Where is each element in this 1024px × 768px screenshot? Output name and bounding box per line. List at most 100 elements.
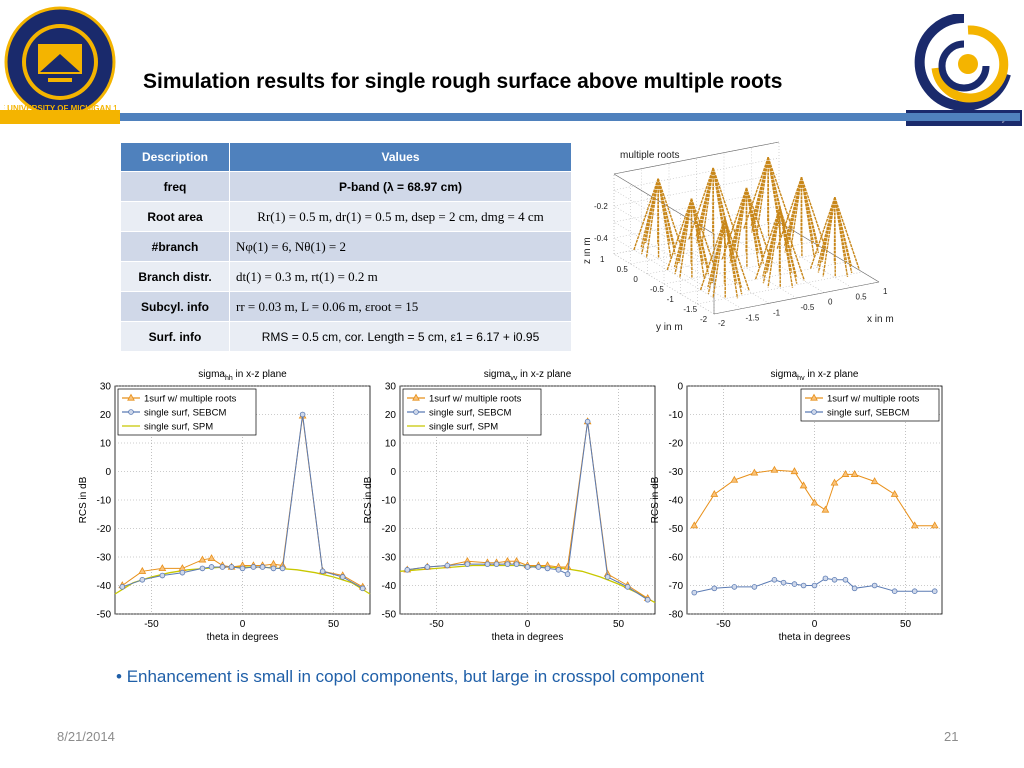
- data-point: [731, 584, 738, 590]
- data-point: [821, 505, 830, 513]
- legend-label: single surf, SPM: [429, 422, 498, 433]
- y-tick-label: -50: [382, 610, 397, 621]
- chart-title: sigmavv in x-z plane: [484, 369, 572, 382]
- data-point: [811, 582, 818, 589]
- x-tick-label: 0: [525, 619, 531, 630]
- data-point: [219, 564, 226, 570]
- data-point: [624, 584, 631, 590]
- data-point: [484, 561, 491, 567]
- x-tick-label: -50: [716, 619, 731, 630]
- data-point: [555, 567, 562, 573]
- root-branch: [809, 197, 836, 270]
- x-tick-label: -50: [429, 619, 444, 630]
- y-tick-label: 30: [385, 382, 397, 393]
- data-point: [871, 582, 878, 589]
- plot3d-x-tick: 0: [828, 298, 833, 307]
- x-axis-label: theta in degrees: [207, 632, 279, 643]
- x-tick-label: 0: [812, 619, 818, 630]
- university-seal-logo: THE UNIVERSITY OF MICHIGAN 1817: [4, 6, 116, 118]
- y-tick-label: 10: [385, 439, 397, 450]
- table-row: Subcyl. info rr = 0.03 m, L = 0.06 m, εr…: [120, 291, 572, 322]
- row-label: freq: [120, 171, 230, 202]
- plot3d-y-tick: -1.5: [683, 305, 697, 314]
- data-point: [199, 565, 206, 572]
- root-branch: [755, 157, 769, 237]
- legend-marker: [413, 409, 419, 415]
- plot3d-y-tick: -0.5: [650, 285, 664, 294]
- data-point: [771, 577, 778, 583]
- summary-bullet: • Enhancement is small in copol componen…: [116, 667, 705, 686]
- data-point: [691, 589, 698, 596]
- root-branch: [699, 218, 726, 291]
- row-label: #branch: [120, 231, 230, 262]
- y-tick-label: -60: [669, 553, 684, 564]
- root-bunch: [633, 178, 684, 259]
- root-branch: [640, 178, 659, 255]
- root-branch: [645, 178, 659, 259]
- root-branch: [690, 198, 705, 279]
- data-point: [493, 561, 500, 567]
- seal-text: THE UNIVERSITY OF MICHIGAN 1817: [4, 104, 116, 113]
- plot3d-x-tick: 1: [883, 287, 888, 296]
- y-tick-label: 10: [100, 439, 112, 450]
- rcs-chart-hv: sigmahv in x-z plane 0 -10 -20 -30 -40 -50 -60 -…: [650, 369, 943, 643]
- plot3d-y-tick: 0: [633, 275, 638, 284]
- series-line: [693, 469, 935, 527]
- rcs-chart-vv: sigmavv in x-z plane 30 20 10 0 -10 -20 -30 -40 -…: [363, 369, 656, 643]
- data-point: [910, 521, 919, 529]
- y-tick-label: -20: [97, 524, 112, 535]
- data-point: [535, 564, 542, 570]
- root-branch: [712, 167, 731, 244]
- y-tick-label: 20: [100, 410, 112, 421]
- root-branch: [767, 157, 781, 223]
- row-value: Rr(1) = 0.5 m, dr(1) = 0.5 m, dsep = 2 c…: [229, 201, 572, 232]
- y-tick-label: -10: [669, 410, 684, 421]
- legend-label: single surf, SPM: [144, 422, 213, 433]
- plot3d-ylabel: y in m: [656, 322, 683, 333]
- legend-marker: [127, 393, 135, 401]
- root-branch: [674, 198, 693, 275]
- data-point: [158, 564, 167, 571]
- data-point: [270, 565, 277, 572]
- y-axis-label: RCS in dB: [650, 476, 661, 523]
- data-point: [810, 498, 819, 506]
- root-branch: [776, 177, 803, 250]
- root-branch: [657, 178, 676, 255]
- row-label: Branch distr.: [120, 261, 230, 292]
- x-tick-label: 50: [613, 619, 625, 630]
- row-label: Surf. info: [120, 321, 230, 352]
- data-point: [228, 564, 235, 570]
- data-point: [159, 572, 166, 579]
- plot3d-grid-line: [613, 173, 715, 235]
- x-axis-label: theta in degrees: [779, 632, 851, 643]
- y-axis-label: RCS in dB: [363, 476, 374, 523]
- row-value: rr = 0.03 m, L = 0.06 m, εroot = 15: [229, 291, 572, 322]
- data-point: [780, 579, 787, 586]
- data-point: [730, 475, 739, 483]
- plot3d-x-tick: 0.5: [856, 292, 868, 301]
- data-point: [513, 561, 520, 567]
- roots-3d-plot: multiple roots x in m y in m z in m -2-1…: [584, 141, 894, 333]
- root-branch: [766, 207, 781, 273]
- data-point: [931, 588, 938, 595]
- root-branch: [762, 207, 781, 284]
- root-branch: [707, 218, 726, 295]
- data-point: [404, 567, 411, 573]
- slide-title: Simulation results for single rough surf…: [143, 70, 783, 93]
- data-point: [239, 565, 246, 572]
- parameter-table: Description Values freq P-band (λ = 68.9…: [120, 142, 572, 352]
- y-tick-label: 30: [100, 382, 112, 393]
- data-point: [139, 577, 146, 583]
- plot3d-grid-line: [613, 141, 780, 175]
- chart-title: sigmahv in x-z plane: [770, 369, 858, 382]
- legend-box: [800, 388, 940, 422]
- root-branch: [711, 218, 726, 284]
- root-bunch: [776, 177, 827, 258]
- data-point: [750, 468, 759, 476]
- data-point: [890, 489, 899, 497]
- y-tick-label: -40: [97, 581, 112, 592]
- legend-label: 1surf w/ multiple roots: [827, 394, 920, 405]
- root-branch: [679, 198, 693, 279]
- root-branch: [657, 178, 671, 244]
- root-branch: [834, 197, 853, 274]
